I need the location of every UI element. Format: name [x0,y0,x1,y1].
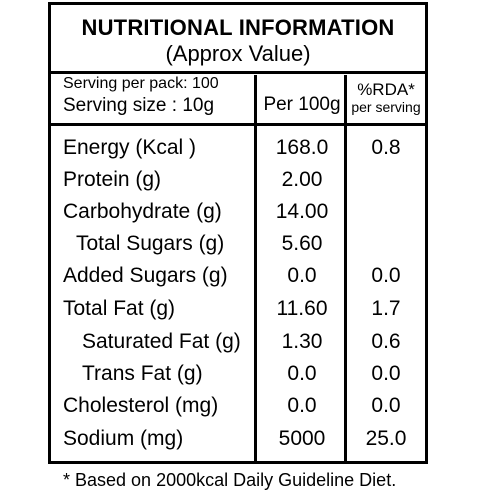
value-rda: 0.6 [371,330,401,353]
value-rda: 0.0 [371,362,401,385]
serving-per-pack: Serving per pack: 100 [63,75,219,92]
row-trans-fat: Trans Fat (g) 0.0 0.0 [51,358,425,390]
rda-label: %RDA* [357,80,415,99]
nutrient-name: Total Fat (g) [63,297,176,320]
nutrient-name: Energy (Kcal ) [63,136,197,159]
nutrient-name: Saturated Fat (g) [82,330,241,353]
column-divider-2 [344,75,347,461]
value-per100: 168.0 [275,136,329,159]
value-per100: 0.0 [287,394,317,417]
divider-header [51,71,425,74]
row-energy: Energy (Kcal ) 168.0 0.8 [51,132,425,164]
value-per100: 5.60 [281,232,323,255]
value-per100: 5000 [278,427,326,450]
row-cholesterol: Cholesterol (mg) 0.0 0.0 [51,390,425,422]
rda-sublabel: per serving [351,99,421,115]
value-rda: 0.8 [371,136,401,159]
row-sodium: Sodium (mg) 5000 25.0 [51,423,425,455]
value-rda: 1.7 [371,297,401,320]
value-per100: 14.00 [275,200,329,223]
value-per100: 2.00 [281,168,323,191]
nutrition-panel: NUTRITIONAL INFORMATION (Approx Value) S… [48,2,428,464]
value-rda: 0.0 [371,264,401,287]
row-protein: Protein (g) 2.00 [51,164,425,196]
panel-title: NUTRITIONAL INFORMATION [81,15,395,40]
value-rda: 0.0 [371,394,401,417]
row-carbohydrate: Carbohydrate (g) 14.00 [51,196,425,228]
nutrient-name: Sodium (mg) [63,427,184,450]
divider-columns [51,123,425,126]
row-total-sugars: Total Sugars (g) 5.60 [51,228,425,260]
nutrient-name: Cholesterol (mg) [63,394,219,417]
nutrient-name: Protein (g) [63,168,162,191]
footnote: * Based on 2000kcal Daily Guideline Diet… [63,470,397,490]
nutrient-name: Total Sugars (g) [76,232,225,255]
row-saturated-fat: Saturated Fat (g) 1.30 0.6 [51,326,425,358]
value-per100: 1.30 [281,330,323,353]
row-added-sugars: Added Sugars (g) 0.0 0.0 [51,260,425,292]
nutrient-name: Trans Fat (g) [82,362,203,385]
serving-size: Serving size : 10g [63,95,215,116]
value-per100: 0.0 [287,264,317,287]
value-rda: 25.0 [365,427,407,450]
column-header-rda: %RDA* per serving [347,80,425,116]
value-per100: 11.60 [276,297,328,320]
panel-subtitle: (Approx Value) [165,41,311,66]
nutrient-name: Carbohydrate (g) [63,200,222,223]
column-header-per100: Per 100g [263,94,341,115]
nutrient-name: Added Sugars (g) [63,264,228,287]
row-total-fat: Total Fat (g) 11.60 1.7 [51,293,425,325]
column-divider-1 [254,75,257,461]
value-per100: 0.0 [287,362,317,385]
